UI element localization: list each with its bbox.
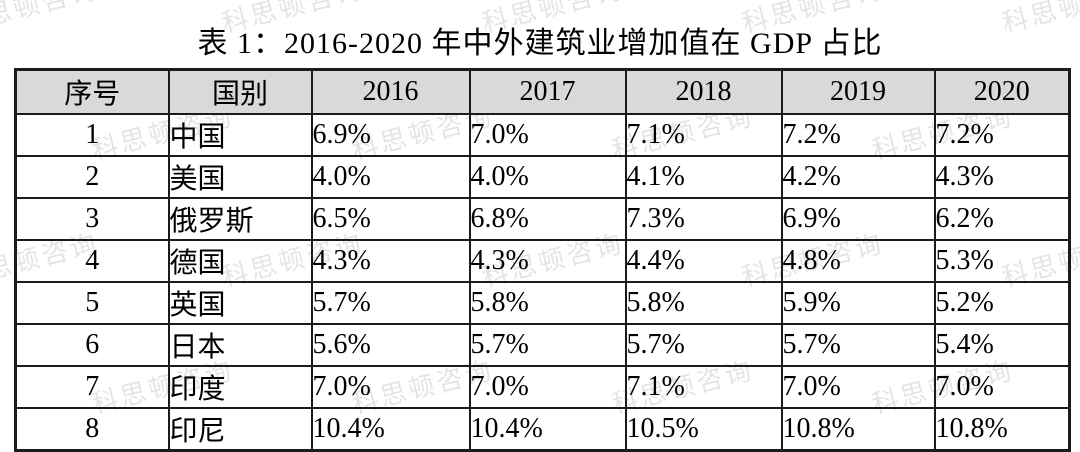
- country-cell: 印尼: [167, 407, 313, 452]
- value-cell: 10.5%: [624, 407, 783, 452]
- column-header: 序号: [14, 68, 170, 115]
- column-header: 国别: [167, 68, 313, 115]
- table-row: 7 印度 7.0% 7.0% 7.1% 7.0% 7.0%: [14, 365, 1071, 409]
- value-cell: 5.8%: [468, 281, 627, 325]
- row-number-cell: 8: [14, 407, 170, 452]
- column-header: 2016: [310, 68, 471, 115]
- country-cell: 俄罗斯: [167, 197, 313, 241]
- value-cell: 6.9%: [310, 113, 471, 157]
- value-cell: 5.8%: [624, 281, 783, 325]
- value-cell: 4.3%: [933, 155, 1071, 199]
- value-cell: 6.5%: [310, 197, 471, 241]
- value-cell: 7.2%: [780, 113, 936, 157]
- value-cell: 6.8%: [468, 197, 627, 241]
- country-cell: 德国: [167, 239, 313, 283]
- value-cell: 7.2%: [933, 113, 1071, 157]
- value-cell: 10.4%: [468, 407, 627, 452]
- value-cell: 10.4%: [310, 407, 471, 452]
- value-cell: 4.3%: [468, 239, 627, 283]
- value-cell: 5.7%: [310, 281, 471, 325]
- value-cell: 7.0%: [310, 365, 471, 409]
- row-number-cell: 3: [14, 197, 170, 241]
- value-cell: 5.9%: [780, 281, 936, 325]
- value-cell: 7.0%: [468, 365, 627, 409]
- country-cell: 英国: [167, 281, 313, 325]
- row-number-cell: 6: [14, 323, 170, 367]
- table-title: 表 1：2016-2020 年中外建筑业增加值在 GDP 占比: [197, 27, 883, 60]
- row-number-cell: 7: [14, 365, 170, 409]
- value-cell: 5.7%: [468, 323, 627, 367]
- row-number-cell: 1: [14, 113, 170, 157]
- column-header: 2018: [624, 68, 783, 115]
- value-cell: 7.3%: [624, 197, 783, 241]
- value-cell: 5.6%: [310, 323, 471, 367]
- table-row: 6 日本 5.6% 5.7% 5.7% 5.7% 5.4%: [14, 323, 1071, 367]
- value-cell: 7.0%: [468, 113, 627, 157]
- value-cell: 4.8%: [780, 239, 936, 283]
- value-cell: 10.8%: [933, 407, 1071, 452]
- value-cell: 5.7%: [780, 323, 936, 367]
- value-cell: 4.0%: [310, 155, 471, 199]
- gdp-share-table: 序号 国别 2016 2017 2018 2019 2020 1 中国 6.9% 7.0% 7.1%…: [14, 68, 1071, 452]
- value-cell: 5.3%: [933, 239, 1071, 283]
- table-row: 3 俄罗斯 6.5% 6.8% 7.3% 6.9% 6.2%: [14, 197, 1071, 241]
- value-cell: 4.4%: [624, 239, 783, 283]
- value-cell: 4.3%: [310, 239, 471, 283]
- country-cell: 中国: [167, 113, 313, 157]
- value-cell: 6.9%: [780, 197, 936, 241]
- row-number-cell: 5: [14, 281, 170, 325]
- value-cell: 6.2%: [933, 197, 1071, 241]
- column-header: 2019: [780, 68, 936, 115]
- table-row: 5 英国 5.7% 5.8% 5.8% 5.9% 5.2%: [14, 281, 1071, 325]
- country-cell: 印度: [167, 365, 313, 409]
- table-body: 1 中国 6.9% 7.0% 7.1% 7.2% 7.2% 2 美国 4.0% 4.0% 4.1% 4.…: [14, 113, 1071, 452]
- value-cell: 10.8%: [780, 407, 936, 452]
- row-number-cell: 4: [14, 239, 170, 283]
- value-cell: 7.1%: [624, 365, 783, 409]
- value-cell: 7.1%: [624, 113, 783, 157]
- value-cell: 7.0%: [780, 365, 936, 409]
- table-header-row: 序号 国别 2016 2017 2018 2019 2020: [14, 68, 1071, 115]
- table-row: 4 德国 4.3% 4.3% 4.4% 4.8% 5.3%: [14, 239, 1071, 283]
- table-row: 8 印尼 10.4% 10.4% 10.5% 10.8% 10.8%: [14, 407, 1071, 452]
- value-cell: 4.0%: [468, 155, 627, 199]
- table-row: 2 美国 4.0% 4.0% 4.1% 4.2% 4.3%: [14, 155, 1071, 199]
- value-cell: 5.7%: [624, 323, 783, 367]
- row-number-cell: 2: [14, 155, 170, 199]
- column-header: 2017: [468, 68, 627, 115]
- country-cell: 日本: [167, 323, 313, 367]
- value-cell: 5.4%: [933, 323, 1071, 367]
- value-cell: 4.2%: [780, 155, 936, 199]
- column-header: 2020: [933, 68, 1071, 115]
- table-row: 1 中国 6.9% 7.0% 7.1% 7.2% 7.2%: [14, 113, 1071, 157]
- value-cell: 4.1%: [624, 155, 783, 199]
- value-cell: 5.2%: [933, 281, 1071, 325]
- country-cell: 美国: [167, 155, 313, 199]
- value-cell: 7.0%: [933, 365, 1071, 409]
